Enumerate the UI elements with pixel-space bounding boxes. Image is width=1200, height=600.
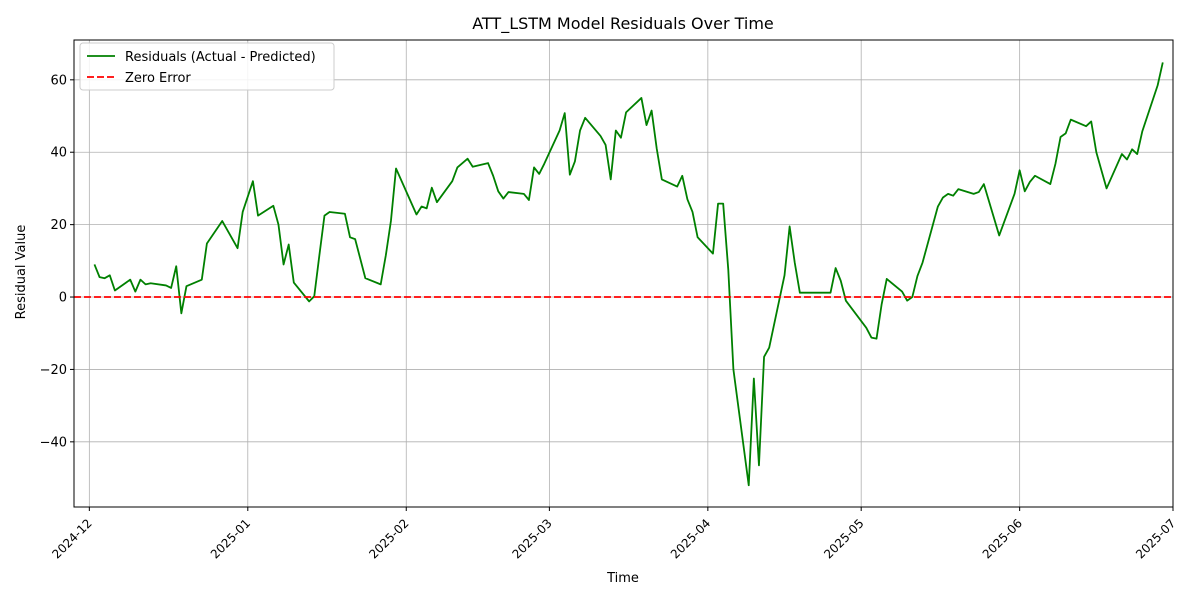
plot-frame: [73, 39, 1174, 508]
legend-box: [79, 42, 335, 91]
x-axis-label: Time: [606, 571, 639, 586]
y-tick-label: 60: [50, 73, 67, 88]
legend: Residuals (Actual - Predicted) Zero Erro…: [79, 42, 335, 91]
residuals-line: [93, 62, 1164, 487]
y-tick-label: 0: [59, 291, 67, 306]
y-tick-label: −20: [40, 363, 67, 378]
plot-area: [74, 62, 1173, 487]
y-axis-label: Residual Value: [14, 225, 29, 320]
y-tick-label: −40: [40, 435, 67, 450]
legend-label-residuals: Residuals (Actual - Predicted): [125, 50, 316, 65]
chart-title: ATT_LSTM Model Residuals Over Time: [472, 14, 774, 34]
legend-label-zero-error: Zero Error: [125, 71, 191, 86]
y-tick-label: 20: [50, 218, 67, 233]
y-tick-label: 40: [50, 146, 67, 161]
